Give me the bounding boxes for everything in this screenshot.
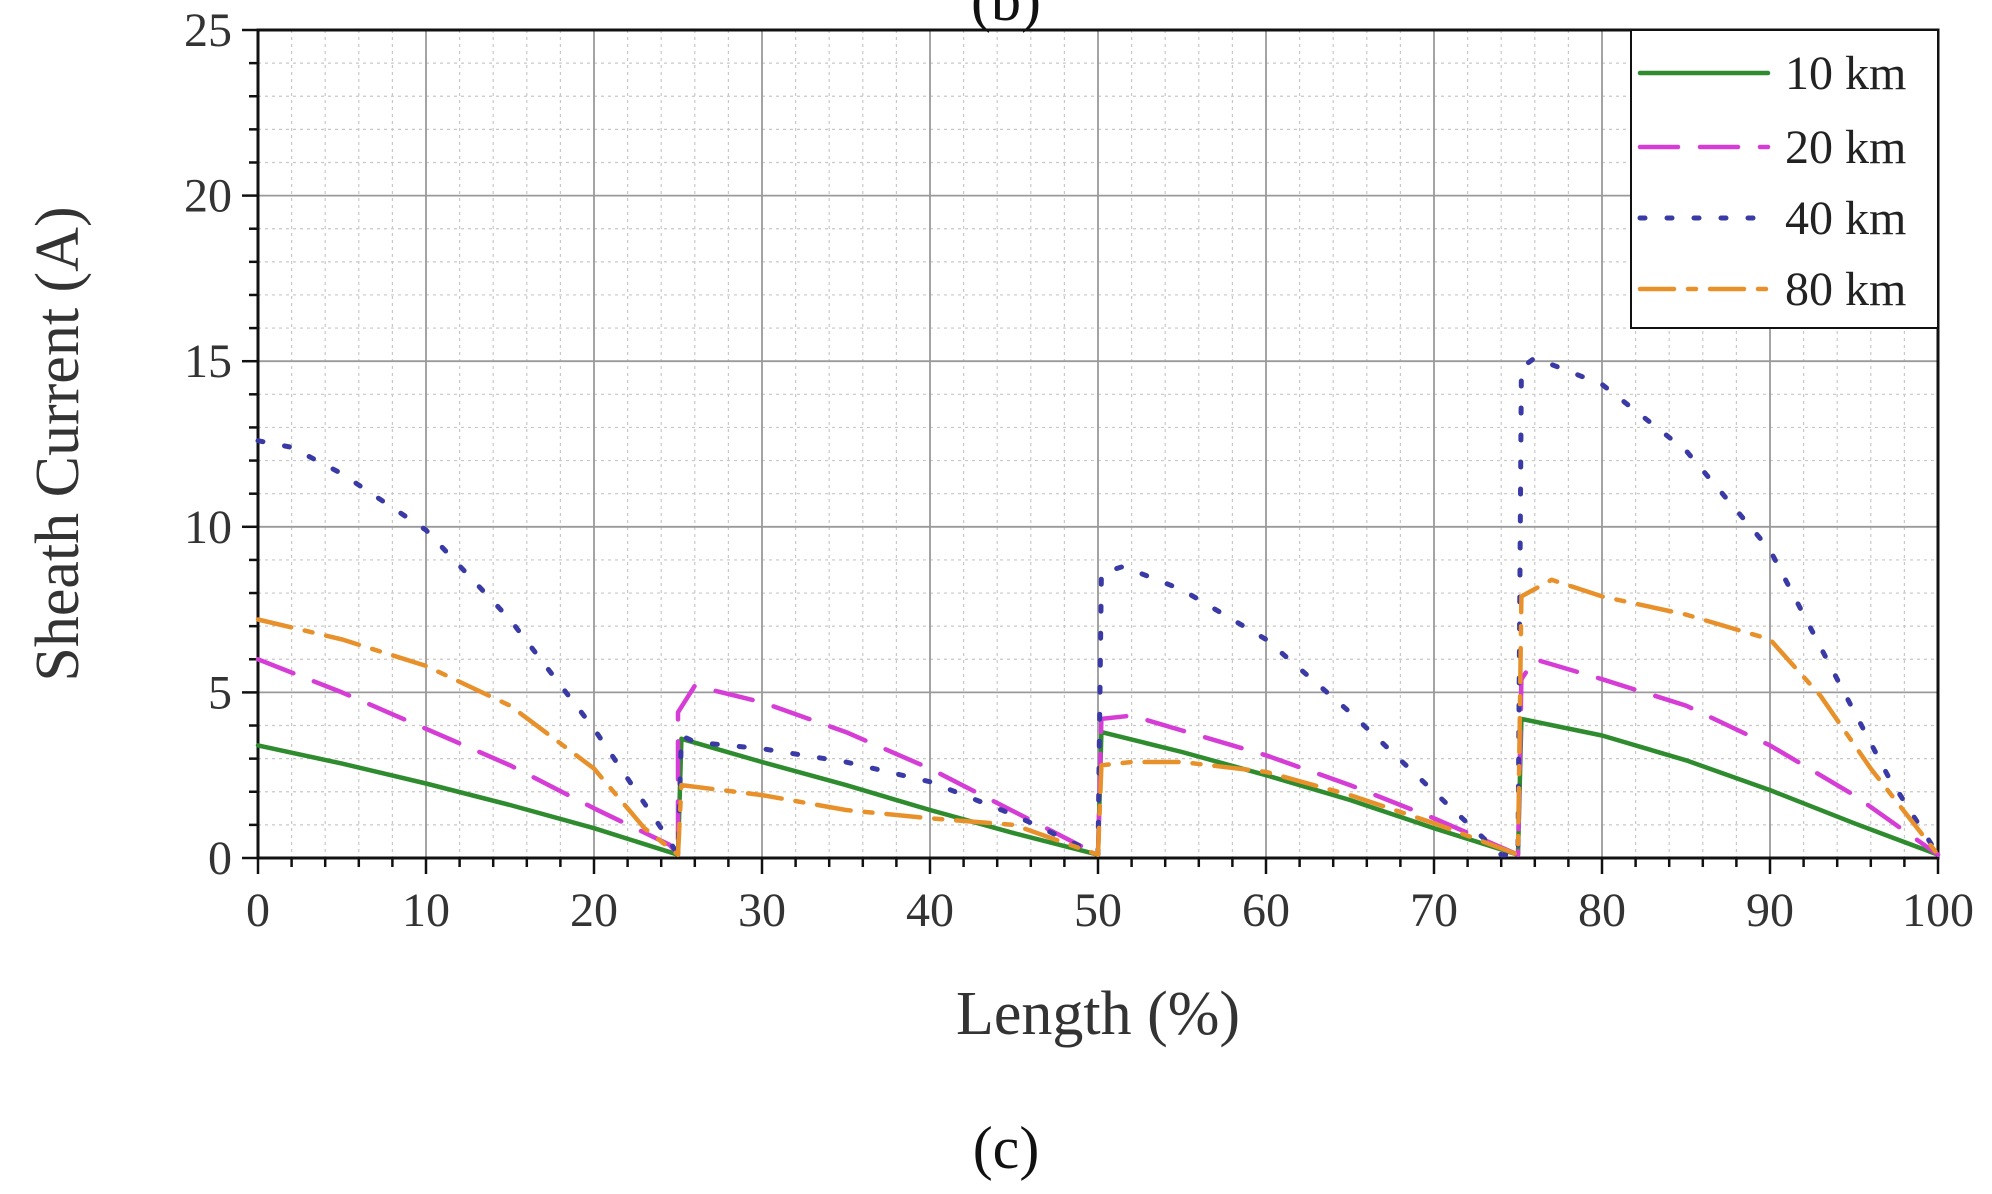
x-tick-label: 100	[1902, 884, 1974, 937]
y-axis-title: Sheath Current (A)	[24, 206, 92, 681]
x-tick-labels: 0 10 20 30 40 50 60 70 80 90 100	[246, 884, 1974, 937]
series-lines	[255, 355, 1941, 858]
axis-ticks	[242, 28, 1940, 874]
y-tick-label: 10	[184, 501, 232, 554]
x-tick-label: 10	[402, 884, 450, 937]
legend-label-10km: 10 km	[1785, 47, 1906, 100]
x-tick-label: 30	[738, 884, 786, 937]
legend: 10 km 20 km 40 km 80 km	[1630, 29, 1939, 329]
x-tick-label: 20	[570, 884, 618, 937]
legend-label-20km: 20 km	[1785, 121, 1906, 174]
y-tick-label: 5	[208, 666, 232, 719]
y-tick-labels: 0 5 10 15 20 25	[184, 4, 232, 885]
x-tick-label: 0	[246, 884, 270, 937]
x-tick-label: 50	[1074, 884, 1122, 937]
series-line-80km	[255, 577, 1941, 857]
legend-box	[1630, 29, 1939, 329]
legend-label-40km: 40 km	[1785, 192, 1906, 245]
x-tick-label: 70	[1410, 884, 1458, 937]
y-tick-label: 20	[184, 170, 232, 223]
figure-caption: (c)	[973, 1115, 1040, 1181]
legend-label-80km: 80 km	[1785, 263, 1906, 316]
y-tick-label: 0	[208, 832, 232, 885]
series-line-40km	[255, 355, 1941, 858]
top-partial-label: (b)	[971, 0, 1041, 33]
x-tick-label: 90	[1746, 884, 1794, 937]
x-tick-label: 80	[1578, 884, 1626, 937]
x-tick-label: 40	[906, 884, 954, 937]
x-tick-label: 60	[1242, 884, 1290, 937]
y-tick-label: 15	[184, 335, 232, 388]
x-axis-title: Length (%)	[956, 980, 1240, 1048]
y-tick-label: 25	[184, 4, 232, 57]
